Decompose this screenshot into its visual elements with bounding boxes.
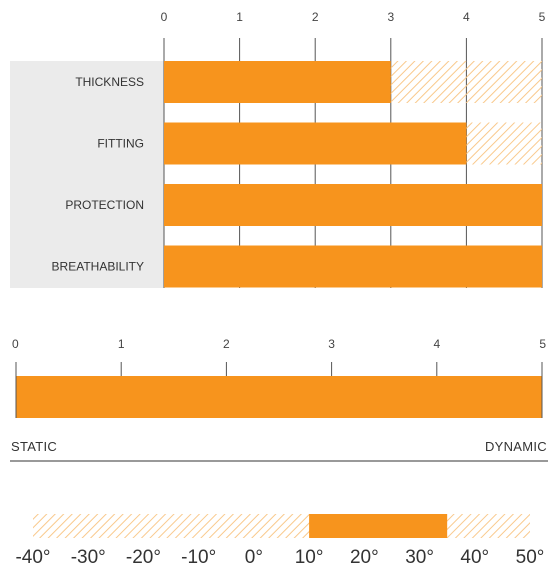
label-panel	[10, 61, 164, 288]
chart3-tick-label: -40°	[15, 547, 50, 568]
chart3-tick-label: 40°	[460, 547, 489, 568]
chart2-tick-label: 3	[328, 337, 335, 351]
chart3-bar-background	[33, 514, 530, 538]
chart2-bar	[16, 376, 542, 418]
chart1-tick-label: 1	[236, 10, 243, 24]
chart3-tick-label: -30°	[71, 547, 106, 568]
chart1-ticks: 0 1 2 3 4 5	[161, 10, 546, 24]
chart1-category-label: THICKNESS	[75, 75, 144, 89]
dynamic-label: DYNAMIC	[484, 439, 547, 454]
chart1-tick-label: 2	[312, 10, 319, 24]
chart3-tick-label: -10°	[181, 547, 216, 568]
chart2-tick-label: 4	[433, 337, 440, 351]
chart1-tick-label: 0	[161, 10, 168, 24]
chart1-labels: THICKNESS FITTING PROTECTION BREATHABILITY	[52, 75, 144, 274]
chart3-range-bar	[309, 514, 448, 538]
chart3-tick-label: 0°	[245, 547, 263, 568]
chart2-tick-label: 1	[118, 337, 125, 351]
chart1-category-label: FITTING	[97, 137, 144, 151]
chart1-bar	[164, 122, 467, 165]
chart3-tick-label: 30°	[405, 547, 434, 568]
chart1-tick-label: 3	[387, 10, 394, 24]
chart3-tick-label: 20°	[350, 547, 379, 568]
chart2: 0 1 2 3 4 5	[12, 337, 546, 418]
chart2-tick-label: 2	[223, 337, 230, 351]
chart2-tick-label: 5	[539, 337, 546, 351]
chart1-category-label: PROTECTION	[65, 198, 144, 212]
chart3: -40° -30° -20° -10° 0° 10° 20° 30° 40° 50°	[15, 514, 544, 568]
chart1-bar-remainder	[390, 61, 542, 103]
chart3-tick-label: 50°	[516, 547, 545, 568]
chart1-tick-label: 4	[463, 10, 470, 24]
chart1-bar	[164, 184, 542, 226]
chart2-tick-label: 0	[12, 337, 19, 351]
chart3-tick-label: -20°	[126, 547, 161, 568]
chart1-bars	[164, 61, 542, 288]
chart1-bar	[164, 245, 542, 288]
chart1-category-label: BREATHABILITY	[52, 260, 144, 274]
chart1-bar-remainder	[466, 122, 542, 165]
chart3-tick-label: 10°	[295, 547, 324, 568]
static-label: STATIC	[11, 439, 58, 454]
chart1-bar	[164, 61, 391, 103]
chart1-tick-label: 5	[539, 10, 546, 24]
